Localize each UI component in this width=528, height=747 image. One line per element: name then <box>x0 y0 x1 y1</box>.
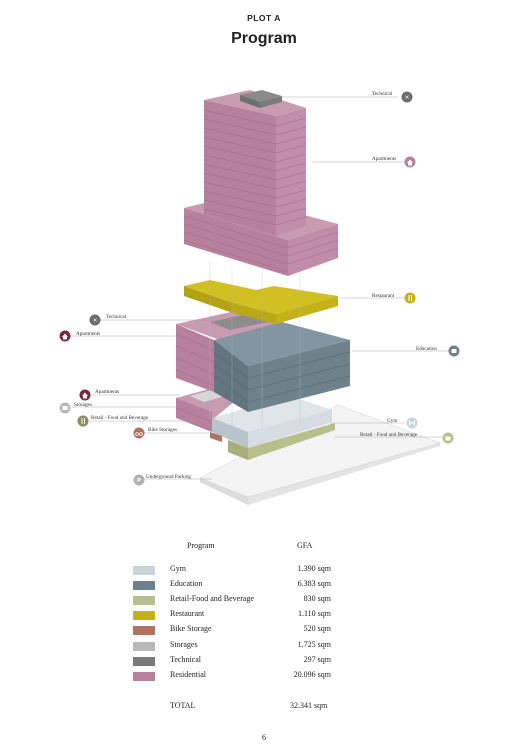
label-retail-right: Retail - Food and Beverage <box>360 432 418 438</box>
table-row: Storages 1.725 sqm <box>133 640 343 654</box>
program-gfa: 20.096 sqm <box>293 669 331 679</box>
technical-roof-volume <box>240 90 282 108</box>
color-swatch <box>133 656 155 666</box>
program-gfa: 6.383 sqm <box>297 579 331 589</box>
table-row: Bike Storage 520 sqm <box>133 624 343 638</box>
color-swatch <box>133 566 155 575</box>
bike-storage-volume <box>210 432 222 442</box>
tower-volume <box>203 90 307 236</box>
label-apartments-mid: Apartments <box>76 331 100 337</box>
program-gfa: 1.390 sqm <box>297 564 331 573</box>
total-value: 32.341 sqm <box>290 701 328 710</box>
house-icon <box>59 330 71 342</box>
wrench-icon: ✕ <box>401 91 413 103</box>
retail-volume <box>228 423 335 460</box>
program-name: Bike Storage <box>170 624 212 634</box>
program-gfa: 830 sqm <box>303 594 331 604</box>
cutlery-icon <box>404 292 416 304</box>
program-gfa: 1.110 sqm <box>297 609 331 619</box>
page-number: 6 <box>262 733 266 742</box>
program-name: Gym <box>170 564 186 573</box>
label-gym: Gym <box>387 418 397 424</box>
label-apartments-tower: Apartments <box>372 156 396 162</box>
label-education: Education <box>416 346 437 352</box>
program-name: Retail-Food and Beverage <box>170 594 254 604</box>
label-bike-storages: Bike Storages <box>148 427 177 433</box>
column-header-gfa: GFA <box>297 541 313 550</box>
parking-icon: P <box>133 474 145 486</box>
label-retail: Retail - Food and Beverage <box>91 415 149 421</box>
svg-text:✕: ✕ <box>93 318 98 324</box>
program-gfa: 1.725 sqm <box>297 639 331 649</box>
column-header-program: Program <box>187 541 215 550</box>
education-volume <box>213 322 351 412</box>
wrench-icon: ✕ <box>89 314 101 326</box>
table-row: Retail-Food and Beverage 830 sqm <box>133 594 343 608</box>
program-name: Technical <box>170 654 201 664</box>
program-name: Education <box>170 579 203 589</box>
program-name: Restaurant <box>170 609 205 619</box>
gym-volume <box>212 396 332 448</box>
color-swatch <box>133 641 155 651</box>
color-swatch <box>133 626 155 636</box>
plot-label: PLOT A <box>247 13 281 23</box>
program-gfa: 520 sqm <box>303 624 331 634</box>
color-swatch <box>133 581 155 591</box>
table-row: Restaurant 1.110 sqm <box>133 609 343 623</box>
color-swatch <box>133 596 155 606</box>
bike-icon <box>133 427 145 439</box>
cutlery-icon <box>77 415 89 427</box>
label-restaurant: Restaurant <box>372 293 395 299</box>
label-apartments-low: Apartments <box>95 389 119 395</box>
table-row: Technical 297 sqm <box>133 655 343 669</box>
total-label: TOTAL <box>170 701 196 710</box>
exploded-program-diagram: Technical Apartments Restaurant Technica… <box>59 90 460 505</box>
table-row: Education 6.383 sqm <box>133 579 343 593</box>
color-swatch <box>133 611 155 621</box>
label-technical-mid: Technical <box>106 314 127 320</box>
book-icon <box>448 345 460 357</box>
table-row: Gym 1.390 sqm <box>133 564 343 578</box>
label-technical-top: Technical <box>372 91 393 97</box>
program-gfa: 297 sqm <box>303 654 331 664</box>
dumbbell-icon <box>406 417 418 429</box>
page-title: Program <box>231 30 297 47</box>
program-name: Storages <box>170 639 198 649</box>
color-swatch <box>133 671 155 681</box>
svg-text:P: P <box>137 478 141 484</box>
house-icon <box>404 156 416 168</box>
house-icon <box>79 389 91 401</box>
bag-icon <box>442 432 454 444</box>
label-underground-parking: Underground Parking <box>146 474 191 480</box>
box-icon <box>59 402 71 414</box>
program-name: Residential <box>170 669 206 679</box>
svg-text:✕: ✕ <box>405 95 410 101</box>
leader-lines <box>70 96 450 480</box>
restaurant-volume <box>184 280 338 324</box>
label-storages: Storages <box>74 402 92 408</box>
table-row: Residential 20.096 sqm <box>133 670 343 684</box>
